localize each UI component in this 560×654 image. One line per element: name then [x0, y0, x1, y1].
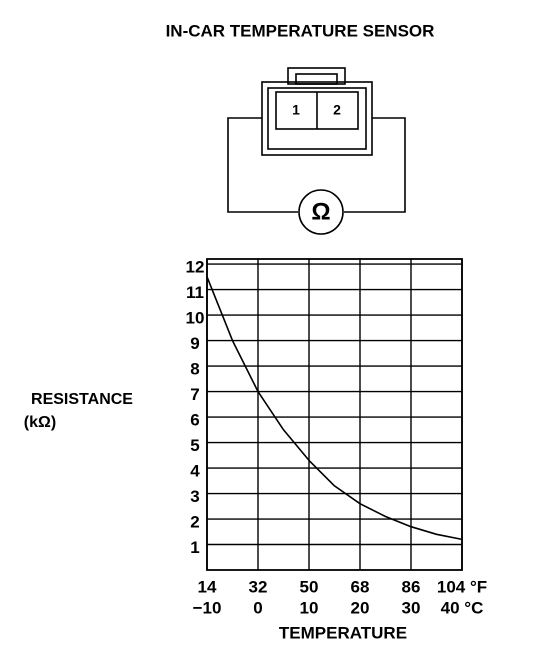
pin-label: 2: [333, 102, 341, 118]
x2-tick-label: −10: [193, 598, 222, 617]
x2-tick-label: 30: [402, 598, 421, 617]
y-tick-label: 7: [190, 385, 199, 404]
ohm-symbol: Ω: [311, 198, 330, 225]
x2-tick-label: 10: [300, 598, 319, 617]
y-tick-label: 8: [190, 360, 199, 379]
y-tick-label: 9: [190, 334, 199, 353]
x-tick-label: 14: [198, 577, 217, 596]
plot-frame: [206, 258, 463, 571]
y-axis-label: RESISTANCE: [31, 391, 133, 408]
title: IN-CAR TEMPERATURE SENSOR: [166, 21, 435, 40]
y-tick-label: 5: [190, 436, 199, 455]
x-tick-label: 86: [402, 577, 421, 596]
y-tick-label: 10: [186, 309, 205, 328]
connector: [227, 67, 406, 235]
pin-label: 1: [292, 102, 300, 118]
x-tick-label: 50: [300, 577, 319, 596]
y-tick-label: 2: [190, 513, 199, 532]
x2-tick-label: 20: [351, 598, 370, 617]
y-tick-label: 1: [190, 538, 199, 557]
y-tick-label: 11: [186, 283, 204, 302]
y-tick-label: 3: [190, 487, 199, 506]
x-tick-label: 32: [249, 577, 268, 596]
x2-tick-label: 0: [253, 598, 262, 617]
resistance-curve: [206, 276, 463, 541]
y-axis-unit: (kΩ): [24, 414, 56, 431]
y-tick-label: 4: [190, 462, 200, 481]
x-tick-label: 104 °F: [437, 577, 487, 596]
x-axis-label: TEMPERATURE: [279, 623, 407, 642]
y-tick-label: 12: [186, 258, 205, 277]
x2-tick-label: 40 °C: [441, 598, 484, 617]
y-tick-label: 6: [190, 411, 199, 430]
x-tick-label: 68: [351, 577, 370, 596]
